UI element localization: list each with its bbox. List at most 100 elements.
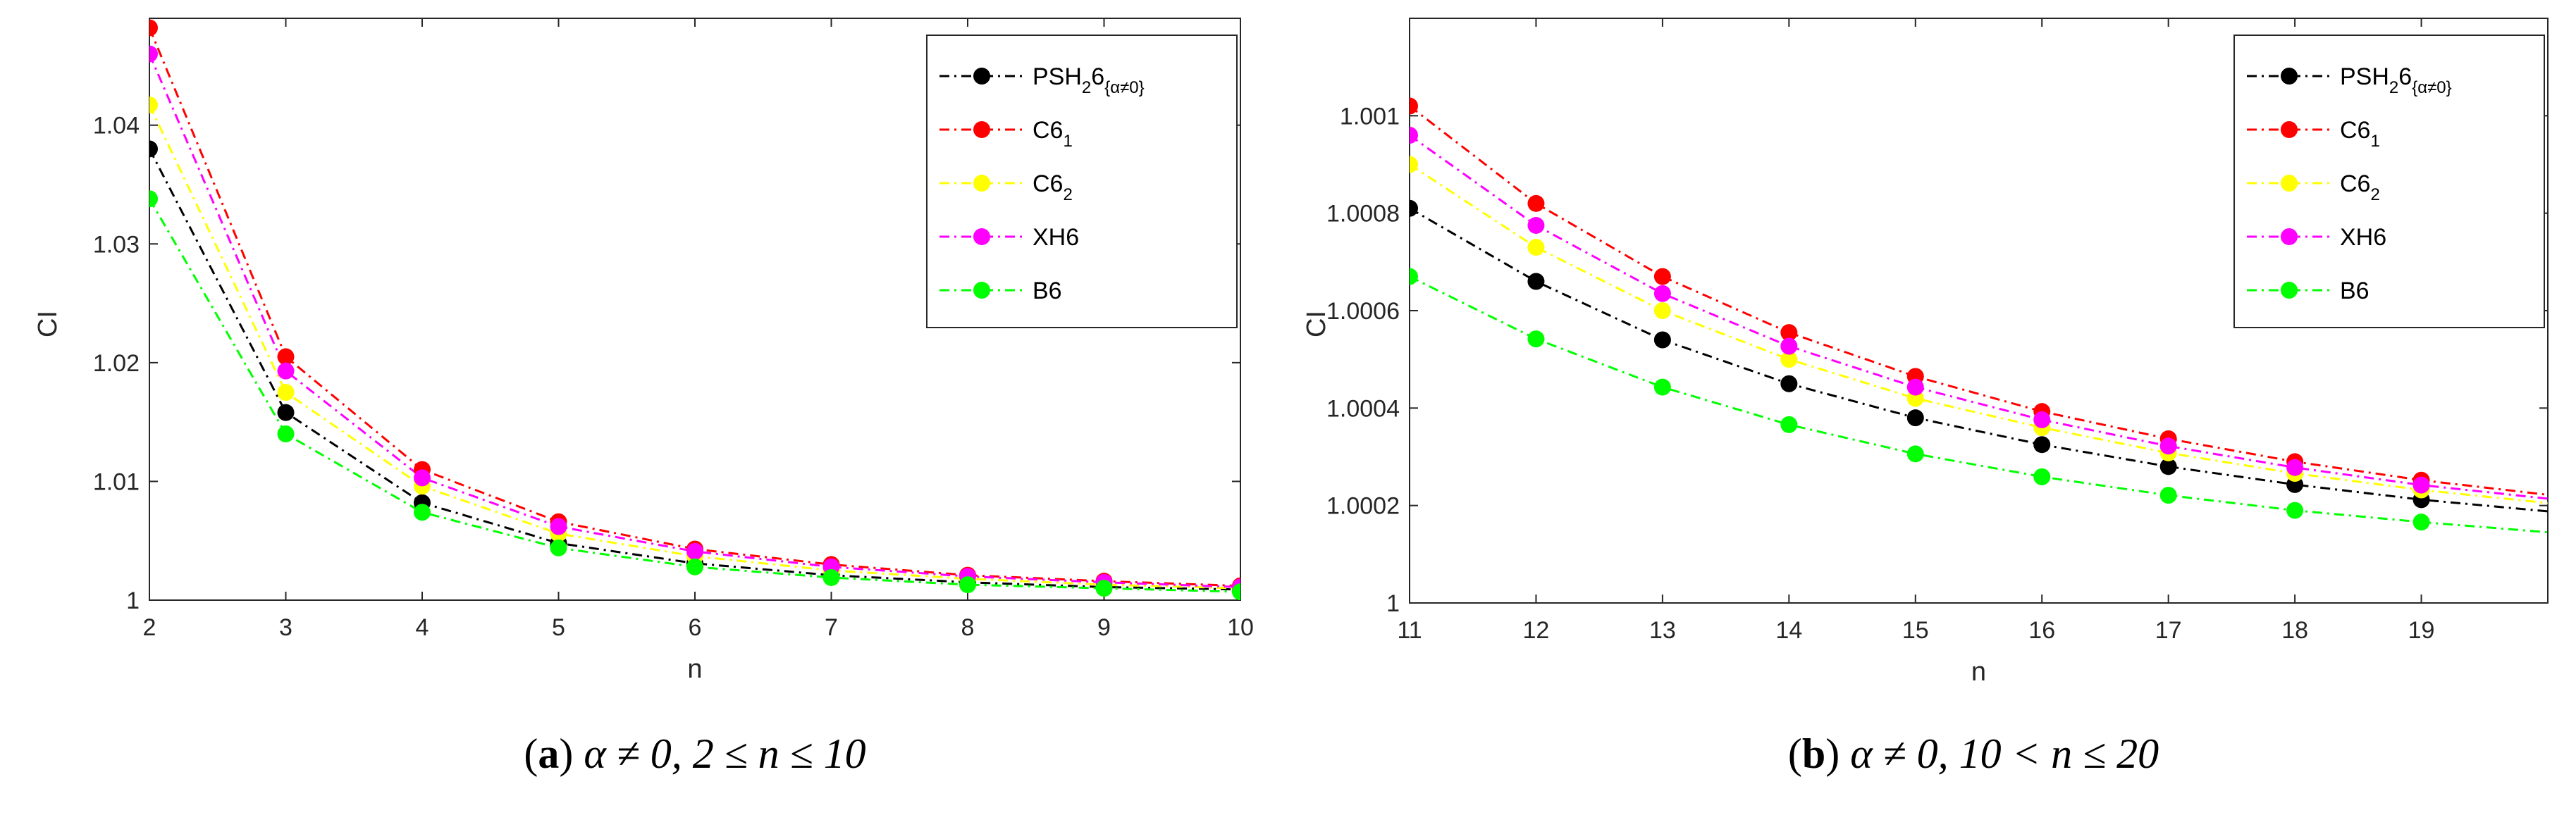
x-tick-label: 7 xyxy=(825,614,838,641)
legend-label: C61 xyxy=(2340,117,2380,151)
series-group xyxy=(1410,97,2548,534)
series-marker xyxy=(1410,156,1418,173)
legend-label: C62 xyxy=(2340,170,2380,204)
x-tick-label: 9 xyxy=(1097,614,1111,641)
legend-marker xyxy=(973,282,990,299)
series-marker xyxy=(149,190,158,208)
x-tick-label: 18 xyxy=(2281,617,2308,644)
series-marker xyxy=(1527,194,1545,212)
series-line xyxy=(1410,105,2548,496)
series-line xyxy=(1410,134,2548,500)
y-axis-label: CI xyxy=(1302,311,1331,337)
series-marker xyxy=(822,568,840,586)
legend-marker xyxy=(2281,68,2298,85)
series-marker xyxy=(686,558,703,575)
series-marker xyxy=(2159,458,2177,475)
legend-label: B6 xyxy=(1033,278,1062,304)
chart-a: 2 3 4 5 6 7 8 9 10 1 1.01 1.02 1.03 1.04 n CI PSH26{α≠0}… xyxy=(33,18,1254,777)
series-line xyxy=(149,148,1240,591)
series-marker xyxy=(1906,409,1924,427)
series-marker xyxy=(414,504,431,521)
legend-marker xyxy=(973,228,990,245)
series-marker xyxy=(2159,437,2177,455)
chart-b: 11 12 13 14 15 16 17 18 19 1 1.0002 1.0004 1.0006 1.0… xyxy=(1302,18,2549,777)
legend-marker xyxy=(2281,228,2298,245)
y-tick-label: 1.0002 xyxy=(1326,493,1400,520)
y-tick-label: 1.03 xyxy=(93,231,140,258)
y-tick-label: 1.01 xyxy=(93,468,140,495)
series-marker xyxy=(1527,239,1545,256)
x-tick-label: 17 xyxy=(2155,617,2182,644)
legend-label: B6 xyxy=(2340,278,2369,304)
legend-marker xyxy=(973,68,990,85)
series-marker xyxy=(1527,330,1545,348)
series-marker xyxy=(277,362,295,380)
series-line xyxy=(1410,275,2548,534)
series-marker xyxy=(277,425,295,442)
series-marker xyxy=(1410,268,1418,285)
series-marker xyxy=(1653,285,1671,302)
series-marker xyxy=(2033,468,2051,485)
legend-marker xyxy=(2281,175,2298,192)
x-tick-label: 11 xyxy=(1397,617,1422,644)
x-tick-label: 8 xyxy=(961,614,975,641)
series-marker xyxy=(686,542,703,560)
series-marker xyxy=(1653,331,1671,349)
series-marker xyxy=(2033,436,2051,454)
x-tick-label: 10 xyxy=(1227,614,1254,641)
y-tick-label: 1.0004 xyxy=(1326,395,1400,422)
legend-label: C62 xyxy=(1033,170,1073,204)
x-tick-label: 19 xyxy=(2408,617,2435,644)
series-marker xyxy=(1232,583,1240,600)
series-marker xyxy=(149,140,158,158)
series-marker xyxy=(1906,445,1924,463)
y-tick-label: 1.0008 xyxy=(1326,201,1400,228)
series-marker xyxy=(1780,416,1798,433)
series-marker xyxy=(1780,337,1798,355)
series-marker xyxy=(414,469,431,487)
x-tick-label: 16 xyxy=(2028,617,2055,644)
legend-marker xyxy=(2281,121,2298,138)
series-marker xyxy=(1780,375,1798,392)
x-tick-label: 2 xyxy=(143,614,156,641)
series-marker xyxy=(1527,216,1545,234)
x-tick-label: 15 xyxy=(1902,617,1929,644)
series-marker xyxy=(149,19,158,37)
x-tick-label: 13 xyxy=(1649,617,1676,644)
series-marker xyxy=(2159,487,2177,504)
series-marker xyxy=(1410,199,1418,217)
legend-label: XH6 xyxy=(1033,224,1079,251)
x-tick-label: 14 xyxy=(1775,617,1802,644)
series-marker xyxy=(277,348,295,366)
y-tick-label: 1 xyxy=(126,587,140,614)
series-marker xyxy=(277,404,295,421)
legend-label: PSH26{α≠0} xyxy=(1033,63,1145,97)
legend-marker xyxy=(973,175,990,192)
series-marker xyxy=(959,576,976,594)
series-line xyxy=(1410,163,2548,504)
caption: (b) α ≠ 0, 10 < n ≤ 20 xyxy=(1788,730,2159,777)
series-marker xyxy=(1653,378,1671,396)
y-tick-label: 1.0006 xyxy=(1326,298,1400,325)
x-axis-label: n xyxy=(1971,657,1986,687)
series-marker xyxy=(550,539,567,556)
series-marker xyxy=(1410,97,1418,115)
series-marker xyxy=(1906,378,1924,396)
legend-marker xyxy=(2281,282,2298,299)
legend-label: C61 xyxy=(1033,117,1073,151)
series-marker xyxy=(1527,273,1545,290)
x-tick-label: 4 xyxy=(416,614,429,641)
series-line xyxy=(149,27,1240,587)
caption: (a) α ≠ 0, 2 ≤ n ≤ 10 xyxy=(524,730,865,777)
series-group xyxy=(149,19,1240,600)
x-tick-label: 5 xyxy=(552,614,565,641)
x-tick-label: 12 xyxy=(1523,617,1550,644)
series-marker xyxy=(2033,411,2051,428)
x-tick-label: 3 xyxy=(279,614,292,641)
series-marker xyxy=(550,518,567,535)
series-marker xyxy=(149,97,158,114)
y-tick-label: 1.02 xyxy=(93,350,140,377)
legend-marker xyxy=(973,121,990,138)
series-marker xyxy=(2286,502,2304,519)
